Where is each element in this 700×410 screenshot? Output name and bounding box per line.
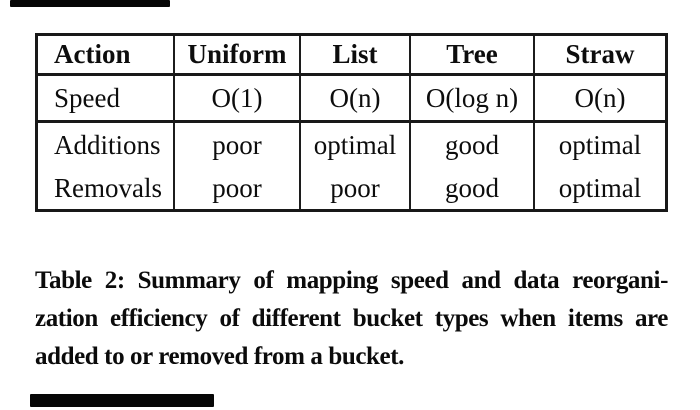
table-cell-additions-straw: optimal: [533, 123, 665, 167]
table-cell-speed-uniform: O(1): [173, 76, 299, 123]
caption-line-2: zation efficiency of different bucket ty…: [35, 305, 668, 332]
table-cell-removals-tree: good: [409, 167, 533, 209]
caption-line-3: added to or removed from a bucket.: [35, 343, 405, 370]
table-header-list: List: [299, 36, 409, 76]
table-caption: Table 2: Summary of mapping speed and da…: [35, 262, 668, 376]
table-cell-removals-label: Removals: [54, 172, 162, 203]
table-cell-additions-label: Additions: [54, 129, 161, 160]
table-cell-speed-straw: O(n): [533, 76, 665, 123]
table-header-uniform: Uniform: [173, 36, 299, 76]
table-cell-speed-list: O(n): [299, 76, 409, 123]
cropped-text-bar-bottom: [30, 394, 214, 407]
table-header-tree: Tree: [409, 36, 533, 76]
table-cell-additions-uniform: poor: [173, 123, 299, 167]
table-cell-additions-tree: good: [409, 123, 533, 167]
bucket-summary-table: Action Uniform List Tree Straw Speed O(1…: [35, 33, 668, 212]
cropped-text-bar-top: [10, 0, 170, 7]
table-header-straw: Straw: [533, 36, 665, 76]
caption-line-1: Table 2: Summary of mapping speed and da…: [35, 267, 668, 294]
table-cell-removals-list: poor: [299, 167, 409, 209]
table-cell-speed-tree: O(log n): [409, 76, 533, 123]
table-cell-additions-list: optimal: [299, 123, 409, 167]
table-header-action: Action: [38, 36, 173, 76]
table-cell-removals-uniform: poor: [173, 167, 299, 209]
table-cell-speed-label: Speed: [38, 76, 173, 123]
table-cell-removals-straw: optimal: [533, 167, 665, 209]
